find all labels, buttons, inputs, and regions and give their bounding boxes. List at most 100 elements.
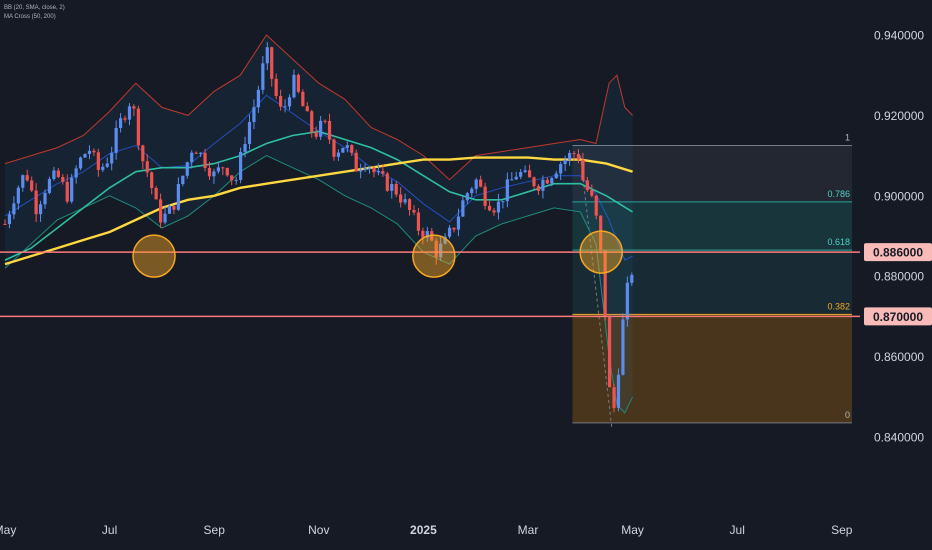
- candle-body: [167, 205, 172, 214]
- candle-body: [230, 175, 234, 181]
- y-tick-label: 0.840000: [874, 431, 924, 445]
- candle-body: [616, 374, 621, 408]
- candle-body: [381, 171, 385, 174]
- candle-body: [612, 387, 616, 408]
- candle-body: [603, 250, 607, 317]
- candle-body: [43, 192, 47, 205]
- candle-body: [594, 195, 598, 216]
- level-price-label-0: 0.886000: [873, 246, 923, 260]
- candle-body: [158, 199, 163, 223]
- bb-fill: [5, 35, 633, 413]
- candle-body: [332, 139, 336, 157]
- candle-body: [234, 179, 238, 181]
- highlight-circle-0[interactable]: [132, 234, 176, 278]
- candle-body: [194, 152, 198, 154]
- candle-body: [296, 74, 301, 92]
- candle-body: [563, 159, 567, 165]
- fib-label-0.618: 0.618: [827, 237, 850, 247]
- candle-body: [3, 223, 7, 225]
- x-tick-label: May: [621, 523, 644, 537]
- x-tick-label: Mar: [518, 523, 539, 537]
- candle-body: [30, 180, 34, 191]
- level-price-box-0[interactable]: [864, 243, 932, 262]
- candle-body: [585, 180, 589, 191]
- candle-body: [505, 179, 509, 202]
- fib-label-1: 1: [845, 133, 850, 143]
- candle-body: [554, 173, 558, 179]
- highlight-circles[interactable]: [132, 230, 623, 278]
- bb-lower-band: [4, 155, 634, 414]
- candle-body: [114, 127, 118, 153]
- bb-upper-band: [4, 34, 633, 181]
- candle-body: [443, 236, 447, 244]
- candle-body: [78, 157, 83, 169]
- x-tick-label: Nov: [308, 523, 329, 537]
- fib-zone-2: [572, 250, 852, 315]
- candle-body: [83, 153, 87, 158]
- candle-body: [154, 187, 158, 200]
- candle-body: [354, 152, 358, 172]
- candle-body: [310, 111, 314, 133]
- candle-body: [559, 164, 563, 174]
- candle-body: [314, 132, 318, 137]
- candle-body: [501, 201, 505, 203]
- candle-body: [38, 204, 43, 215]
- candle-body: [327, 120, 332, 140]
- candle-body: [412, 210, 416, 213]
- candle-body: [56, 170, 60, 177]
- horizontal-levels[interactable]: 0.886000 0.870000: [0, 243, 932, 326]
- candle-body: [474, 179, 478, 189]
- candle-body: [96, 152, 100, 170]
- candle-body: [256, 89, 260, 108]
- candle-body: [47, 178, 52, 193]
- candle-body: [92, 150, 96, 153]
- candle-body: [74, 168, 78, 178]
- bb-legend[interactable]: BB (20, SMA, close, 2): [4, 5, 65, 11]
- candle-body: [34, 190, 38, 215]
- candle-body: [7, 214, 12, 225]
- candle-body: [425, 231, 429, 238]
- candle-body: [87, 150, 92, 154]
- candle-body: [581, 159, 585, 181]
- highlight-circle-1[interactable]: [412, 234, 456, 278]
- candle-body: [274, 78, 278, 97]
- candle-body: [607, 316, 612, 388]
- candle-body: [479, 179, 483, 187]
- axes: 0.940000 0.920000 0.900000 0.880000 0.860000…: [0, 29, 924, 538]
- level-price-box-1[interactable]: [864, 307, 932, 326]
- candle-body: [265, 47, 269, 64]
- candle-body: [225, 168, 229, 176]
- candle-body: [447, 227, 452, 237]
- candle-body: [536, 186, 541, 191]
- indicator-legend: BB (20, SMA, close, 2) MA Cross (50, 200…: [4, 4, 65, 22]
- x-tick-label: Sep: [204, 523, 226, 537]
- candle-body: [359, 169, 363, 172]
- candle-body: [172, 205, 176, 210]
- candle-body: [416, 212, 421, 231]
- candle-body: [576, 154, 581, 160]
- candle-body: [203, 152, 207, 168]
- level-price-label-1: 0.870000: [873, 310, 923, 324]
- candle-body: [376, 171, 381, 173]
- fib-zone-0: [572, 145, 852, 202]
- candle-body: [52, 170, 56, 179]
- candle-body: [21, 175, 25, 188]
- candle-body: [279, 96, 283, 107]
- ma50-line: [4, 130, 634, 261]
- candle-body: [492, 210, 496, 213]
- candle-body: [163, 213, 167, 223]
- ma-legend[interactable]: MA Cross (50, 200): [4, 14, 56, 20]
- candle-body: [243, 144, 247, 152]
- candle-body: [390, 183, 394, 191]
- ma200-line: [4, 156, 633, 266]
- x-tick-label: May: [0, 523, 16, 537]
- candle-body: [545, 179, 549, 184]
- candle-body: [150, 172, 154, 188]
- highlight-circle-2[interactable]: [579, 230, 623, 274]
- candle-body: [625, 282, 629, 320]
- candle-body: [221, 167, 225, 169]
- candle-body: [510, 179, 514, 181]
- candle-body: [141, 145, 145, 162]
- candle-body: [550, 178, 554, 184]
